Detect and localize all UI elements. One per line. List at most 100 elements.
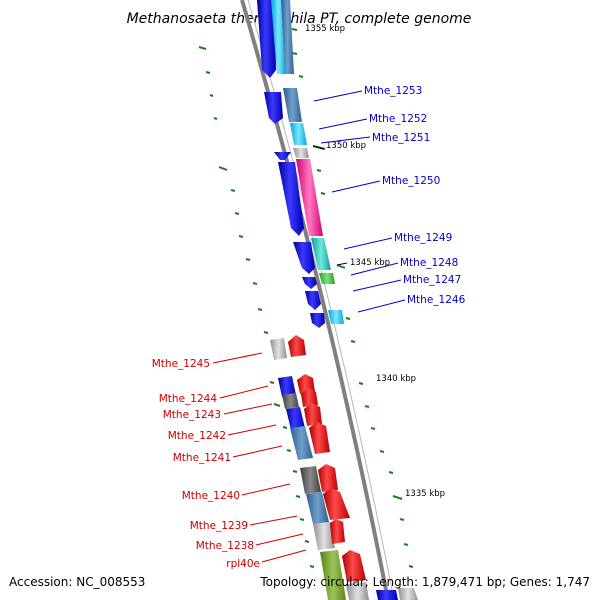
reverse-gene-box — [286, 407, 305, 430]
gc-dash — [309, 565, 315, 568]
gc-dash — [304, 540, 310, 543]
gc-dash — [252, 282, 258, 285]
forward-gene-box — [319, 273, 335, 284]
label-leader — [219, 385, 269, 399]
gc-dash — [316, 169, 322, 172]
reverse-gene-box — [306, 492, 329, 524]
gc-dash — [298, 75, 304, 78]
label-leader — [232, 445, 283, 458]
reverse-gene-box — [300, 466, 321, 494]
gc-dash — [399, 518, 405, 521]
gene-label-forward: Mthe_1248 — [400, 257, 458, 269]
forward-gene-box — [281, 0, 294, 74]
reverse-gene-arrow — [288, 335, 306, 357]
label-leader — [227, 424, 277, 436]
reverse-gene-arrow — [304, 403, 322, 426]
forward-gene-arrow — [257, 0, 276, 78]
reverse-gene-labels — [212, 352, 307, 563]
genome-backbone-inner — [247, 0, 395, 600]
forward-strand-genes — [257, 0, 398, 600]
gc-dash — [269, 381, 275, 384]
gc-dash — [320, 192, 326, 195]
label-leader — [320, 136, 371, 144]
gc-dash — [350, 340, 356, 343]
gc-dash — [379, 450, 385, 453]
forward-gene-box — [311, 238, 331, 270]
reverse-gene-box — [270, 338, 287, 360]
kbp-tick — [312, 145, 325, 150]
gc-dash — [218, 166, 228, 171]
gene-label-forward: Mthe_1253 — [364, 85, 422, 97]
forward-gene-box — [328, 310, 344, 324]
reverse-gene-arrow — [301, 388, 318, 407]
gc-dash — [388, 471, 394, 474]
gc-dash — [336, 264, 346, 269]
gene-label-reverse: Mthe_1239 — [190, 520, 248, 532]
gc-dash — [295, 495, 301, 498]
forward-gene-arrow — [302, 277, 317, 289]
reverse-gene-box — [398, 588, 418, 600]
gene-label-forward: Mthe_1247 — [403, 274, 461, 286]
gc-dash — [286, 449, 292, 452]
map-title: Methanosaeta thermophila PT, complete ge… — [127, 11, 472, 27]
gc-dash — [245, 258, 251, 261]
kbp-label: 1345 kbp — [350, 258, 390, 268]
gc-content-track — [198, 28, 414, 568]
gc-dash — [213, 117, 218, 120]
gc-dash — [364, 405, 370, 408]
reverse-gene-box — [313, 522, 335, 550]
reverse-gene-arrow — [309, 422, 330, 454]
kbp-label: 1350 kbp — [326, 141, 366, 151]
genome-backbone — [240, 0, 390, 600]
gc-dash — [299, 518, 305, 521]
reverse-gene-arrow — [330, 519, 345, 544]
gene-label-reverse: rpl40e — [226, 558, 260, 570]
forward-gene-box — [283, 88, 302, 122]
forward-gene-arrow — [274, 152, 291, 160]
gene-label-reverse: Mthe_1244 — [159, 393, 218, 405]
gc-dash — [291, 28, 298, 31]
label-leader — [261, 549, 307, 563]
label-leader — [350, 262, 399, 276]
label-leader — [249, 515, 298, 526]
kbp-label: 1355 kbp — [305, 24, 345, 34]
label-leader — [223, 403, 273, 415]
reverse-gene-label-text: Mthe_1245 Mthe_1244 Mthe_1243 Mthe_1242 … — [152, 358, 260, 570]
gene-label-reverse: Mthe_1241 — [173, 452, 231, 464]
label-leader — [212, 352, 263, 364]
gene-label-forward: Mthe_1250 — [382, 175, 440, 187]
gc-dash — [263, 331, 269, 334]
forward-gene-labels — [313, 90, 406, 313]
label-leader — [331, 180, 381, 193]
gc-dash — [273, 403, 281, 407]
reverse-gene-arrow — [323, 488, 350, 520]
accession-text: Accession: NC_008553 — [9, 575, 145, 589]
reverse-strand-genes — [270, 335, 418, 600]
gc-dash — [238, 235, 244, 238]
gene-label-reverse: Mthe_1240 — [182, 490, 240, 502]
forward-gene-label-text: Mthe_1253 Mthe_1252 Mthe_1251 Mthe_1250 … — [364, 85, 466, 306]
kbp-label: 1340 kbp — [376, 374, 416, 384]
forward-gene-arrow — [264, 92, 283, 124]
gene-label-forward: Mthe_1252 — [369, 113, 427, 125]
label-leader — [313, 90, 363, 102]
label-leader — [318, 118, 368, 130]
gc-dash — [257, 308, 263, 311]
gene-label-forward: Mthe_1249 — [394, 232, 452, 244]
reverse-gene-box — [290, 426, 313, 460]
reverse-gene-box — [278, 376, 296, 397]
forward-gene-arrow — [293, 242, 315, 274]
label-leader — [352, 279, 402, 292]
gene-label-reverse: Mthe_1243 — [163, 409, 221, 421]
gc-dash — [205, 71, 211, 74]
reverse-gene-arrow — [342, 550, 366, 582]
gene-label-reverse: Mthe_1245 — [152, 358, 210, 370]
gc-dash — [234, 212, 240, 215]
gc-dash — [230, 189, 236, 192]
forward-gene-box — [290, 123, 307, 145]
gc-dash — [345, 317, 351, 320]
gene-label-forward: Mthe_1251 — [372, 132, 430, 144]
gc-dash — [282, 426, 288, 429]
gc-dash — [403, 543, 409, 546]
